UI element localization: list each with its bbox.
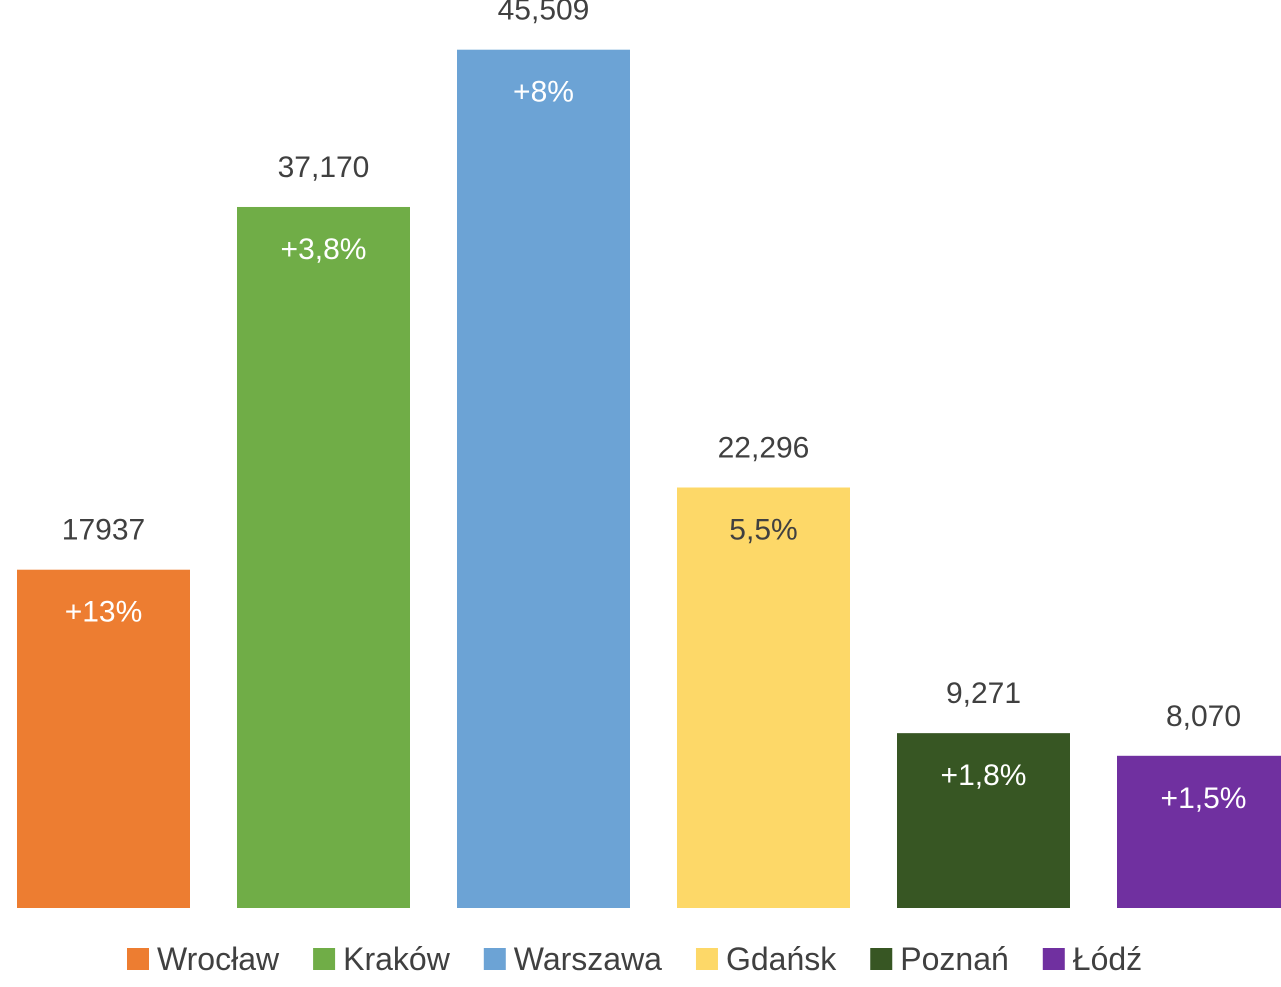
- bars-group: 17937 +13% 37,170 +3,8% 45,509 +8% 22,296 5,5% 9…: [17, 0, 1281, 909]
- legend-label: Poznań: [900, 941, 1009, 977]
- value-label: 8,070: [1166, 700, 1241, 733]
- growth-label: +8%: [513, 76, 574, 109]
- growth-label: +3,8%: [281, 233, 367, 266]
- growth-label: +13%: [65, 596, 143, 629]
- legend-swatch: [870, 948, 893, 970]
- bar: [457, 49, 630, 909]
- value-label: 22,296: [718, 431, 810, 464]
- bar: [237, 206, 410, 908]
- legend-swatch: [1042, 948, 1065, 970]
- growth-label: 5,5%: [729, 513, 797, 546]
- value-label: 9,271: [946, 677, 1021, 710]
- legend-label: Łódź: [1073, 941, 1142, 977]
- legend-swatch: [313, 948, 336, 970]
- growth-label: +1,5%: [1161, 782, 1247, 815]
- legend-swatch: [483, 948, 506, 970]
- bar: [897, 733, 1070, 908]
- value-label: 45,509: [498, 0, 590, 27]
- legend-swatch: [127, 948, 149, 970]
- bar: [17, 569, 190, 908]
- bar: [1117, 755, 1281, 908]
- legend-label: Warszawa: [514, 941, 662, 977]
- legend-label: Kraków: [343, 941, 451, 977]
- value-label: 37,170: [278, 151, 370, 184]
- growth-label: +1,8%: [941, 759, 1027, 792]
- legend-label: Gdańsk: [726, 941, 837, 977]
- legend-swatch: [695, 948, 718, 970]
- bar: [677, 487, 850, 908]
- value-label: 17937: [62, 514, 145, 547]
- legend-label: Wrocław: [157, 941, 280, 977]
- legend: Wrocław Kraków Warszawa Gdańsk Poznań Łódź: [127, 941, 1142, 977]
